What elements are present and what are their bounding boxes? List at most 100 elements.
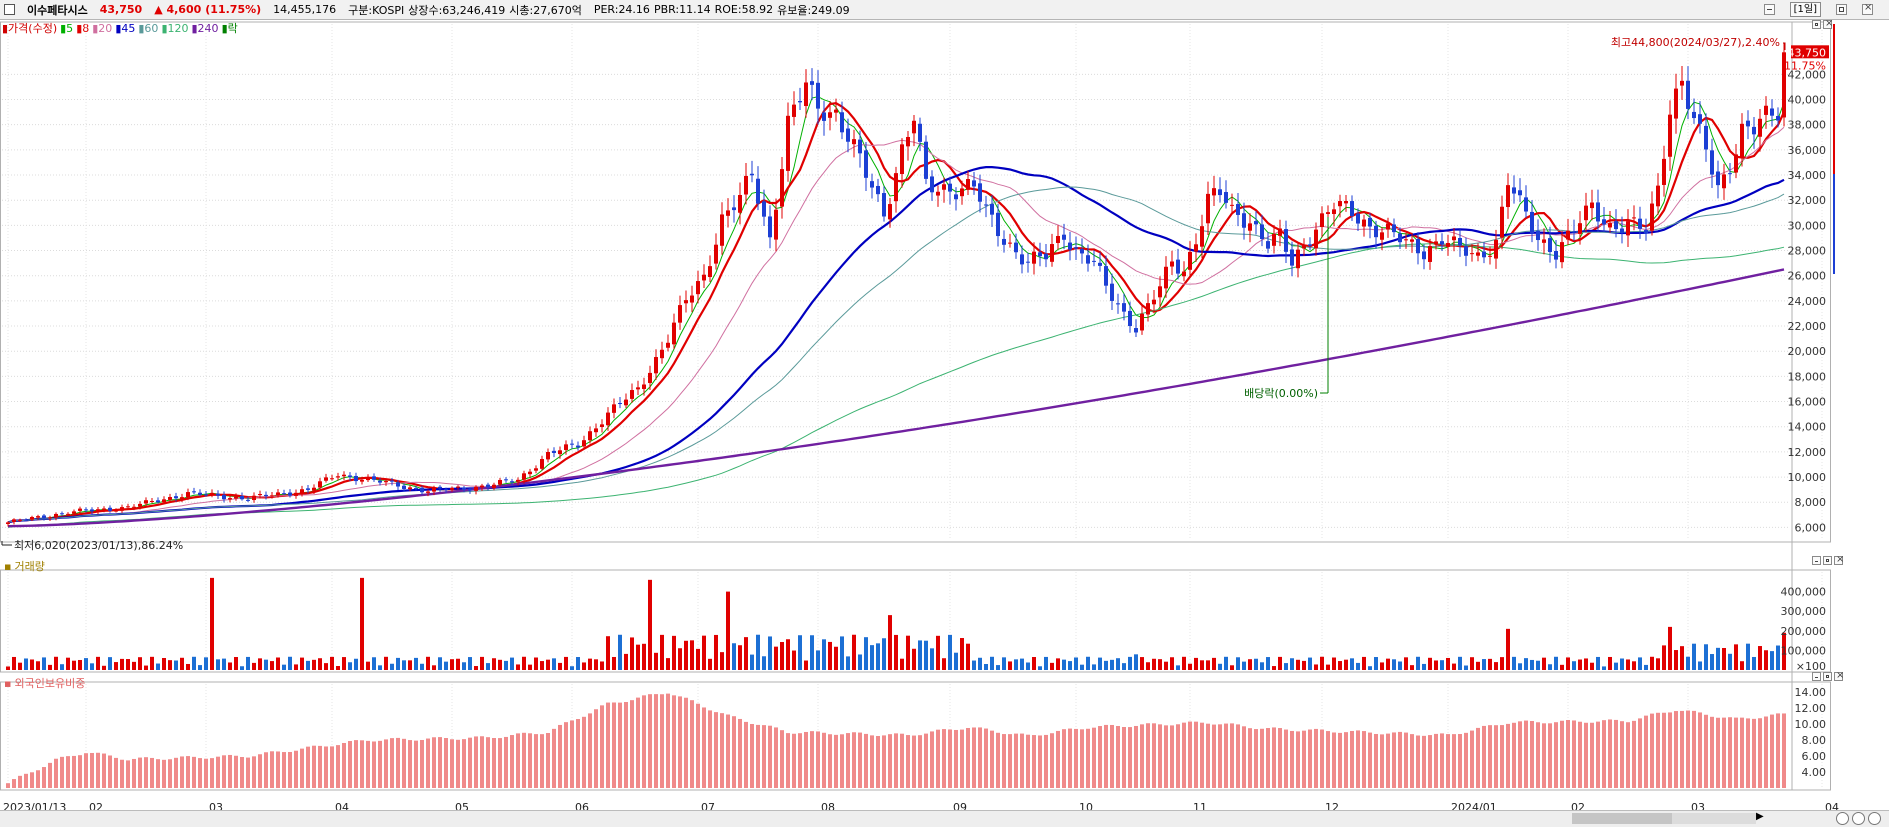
candle-body <box>102 508 106 510</box>
panel-minimize-icon[interactable] <box>1812 672 1821 681</box>
foreign-tick-label: 4.00 <box>1802 766 1827 779</box>
candle-body <box>1722 174 1726 189</box>
volume-bar <box>48 664 52 670</box>
foreign-ratio-bar <box>1710 716 1714 788</box>
foreign-ratio-bar <box>1056 730 1060 788</box>
candle-body <box>48 517 52 519</box>
volume-bar <box>618 634 622 670</box>
volume-bar <box>714 634 718 670</box>
volume-bar <box>1152 658 1156 670</box>
legend-item[interactable]: ▮5 <box>60 22 74 35</box>
candle-body <box>1002 238 1006 245</box>
foreign-ratio-bar <box>1362 731 1366 788</box>
foreign-ratio-bar <box>912 735 916 788</box>
foreign-ratio-bar <box>834 734 838 788</box>
legend-item[interactable]: ▮45 <box>115 22 136 35</box>
candle-body <box>894 173 898 202</box>
foreign-ratio-bar <box>1086 728 1090 788</box>
foreign-ratio-bar <box>558 724 562 788</box>
foreign-ratio-bar <box>780 730 784 788</box>
foreign-ratio-bar <box>1104 724 1108 788</box>
candle-body <box>498 479 502 485</box>
scroll-right-icon[interactable]: ▶ <box>1756 811 1764 822</box>
period-button[interactable]: [1일] <box>1789 2 1821 17</box>
foreign-ratio-bar <box>480 736 484 788</box>
candle-body <box>54 513 58 518</box>
candle-body <box>804 82 808 107</box>
volume-bar <box>1272 666 1276 670</box>
legend-item[interactable]: ▮240 <box>191 22 219 35</box>
foreign-ratio-bar <box>804 731 808 788</box>
candle-body <box>222 494 226 500</box>
stock-checkbox[interactable] <box>4 4 15 15</box>
volume-bar <box>180 657 184 670</box>
candle-body <box>1068 242 1072 250</box>
chart-scrollbar-thumb[interactable] <box>1572 813 1672 824</box>
zoom-in-icon[interactable] <box>1868 812 1881 825</box>
foreign-ratio-bar <box>612 702 616 788</box>
legend-item[interactable]: ▮8 <box>76 22 90 35</box>
legend-item[interactable]: ▮락 <box>221 22 238 35</box>
candle-body <box>294 492 298 496</box>
volume-bar <box>1056 658 1060 670</box>
volume-bar <box>1542 657 1546 670</box>
volume-bar <box>396 657 400 670</box>
panel-close-icon[interactable] <box>1834 670 1844 681</box>
foreign-ratio-bar <box>156 759 160 788</box>
foreign-ratio-bar <box>1596 721 1600 788</box>
volume-bar <box>576 657 580 670</box>
panel-close-icon[interactable] <box>1823 18 1833 29</box>
candle-body <box>810 81 814 85</box>
volume-bar <box>726 591 730 670</box>
panel-close-icon[interactable] <box>1834 554 1844 565</box>
volume-bar <box>1728 653 1732 670</box>
foreign-ratio-bar <box>36 770 40 788</box>
stock-chart[interactable]: 6,000 8,000 10,000 12,000 14,000 16,000 18,000… <box>0 17 1889 810</box>
foreign-ratio-bar <box>1428 735 1432 788</box>
foreign-ratio-bar <box>384 739 388 788</box>
foreign-ratio-bar <box>1146 723 1150 788</box>
volume-bar <box>504 660 508 670</box>
foreign-ratio-bar <box>738 718 742 788</box>
legend-item[interactable]: ▮60 <box>138 22 159 35</box>
candle-body <box>558 450 562 455</box>
volume-bar <box>1116 658 1120 670</box>
zoom-out-icon[interactable] <box>1836 812 1849 825</box>
candle-body <box>1008 242 1012 244</box>
volume-bar <box>198 665 202 670</box>
candle-body <box>1740 123 1744 158</box>
foreign-ratio-bar <box>570 720 574 788</box>
close-icon[interactable] <box>1862 2 1873 15</box>
candle-body <box>738 194 742 213</box>
legend-item[interactable]: ▮가격(수정) <box>2 22 58 35</box>
foreign-ratio-bar <box>786 733 790 788</box>
panel-maximize-icon[interactable] <box>1823 672 1832 681</box>
foreign-ratio-bar <box>468 737 472 788</box>
zoom-reset-icon[interactable] <box>1852 812 1865 825</box>
volume-bar <box>792 650 796 670</box>
candle-body <box>1182 271 1186 277</box>
panel-minimize-icon[interactable] <box>1812 556 1821 565</box>
candle-body <box>138 503 142 507</box>
legend-item[interactable]: ▮20 <box>92 22 113 35</box>
panel-maximize-icon[interactable] <box>1823 556 1832 565</box>
legend-item[interactable]: ▮120 <box>161 22 189 35</box>
foreign-ratio-bar <box>1350 730 1354 788</box>
volume-bar <box>798 635 802 670</box>
maximize-icon[interactable] <box>1836 4 1847 15</box>
volume-bar <box>540 661 544 670</box>
foreign-ratio-bar <box>672 695 676 788</box>
panel-maximize-icon[interactable] <box>1812 20 1821 29</box>
foreign-ratio-bar <box>846 733 850 788</box>
foreign-ratio-bar <box>870 735 874 788</box>
volume-bar <box>294 664 298 670</box>
minimize-icon[interactable] <box>1763 4 1775 15</box>
candle-body <box>36 516 40 518</box>
candle-body <box>1692 111 1696 119</box>
candle-body <box>852 139 856 145</box>
volume-bar <box>1092 664 1096 670</box>
volume-bar <box>1782 632 1786 670</box>
volume-bar <box>1530 659 1534 670</box>
candle-body <box>1368 217 1372 227</box>
y-tick-label: 6,000 <box>1795 521 1827 534</box>
